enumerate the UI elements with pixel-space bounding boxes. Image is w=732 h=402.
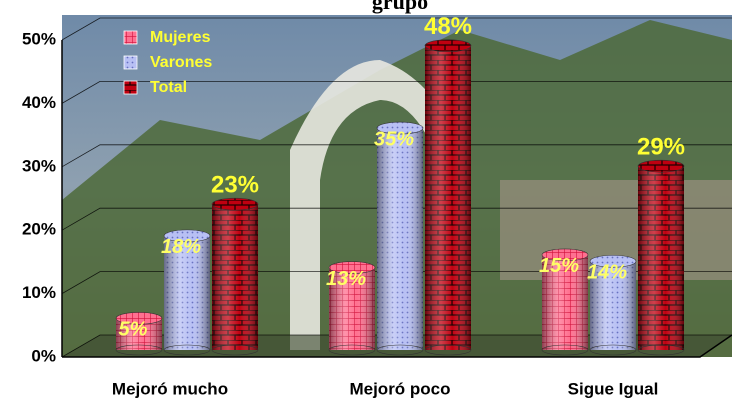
bar-shade xyxy=(590,261,636,350)
bar xyxy=(376,121,424,356)
x-tick-label: Mejoró mucho xyxy=(112,379,228,398)
value-label: 14% xyxy=(587,262,627,284)
bar xyxy=(211,197,259,356)
bar-top xyxy=(541,248,589,262)
value-label: 29% xyxy=(637,133,685,160)
bar-shade xyxy=(425,45,471,351)
bar xyxy=(589,254,637,356)
bar xyxy=(541,248,589,356)
legend-swatch xyxy=(123,55,138,70)
grid-line xyxy=(61,17,732,41)
bar xyxy=(637,159,685,356)
bar-bottom xyxy=(376,344,424,356)
grid-line xyxy=(61,334,732,358)
bar xyxy=(328,261,376,356)
value-label: 35% xyxy=(374,128,414,150)
value-label: 18% xyxy=(161,236,201,258)
y-tick-label: 20% xyxy=(22,220,56,239)
bar-shade xyxy=(542,254,588,350)
bar-top xyxy=(424,39,472,52)
bar-bottom xyxy=(589,344,637,356)
bar-top xyxy=(115,311,163,325)
floor-edge xyxy=(62,334,732,358)
bar-top xyxy=(328,261,376,274)
value-label: 23% xyxy=(211,172,259,199)
bar-top xyxy=(211,197,259,211)
y-tick-label: 40% xyxy=(22,93,56,112)
bar-top xyxy=(589,254,637,268)
y-tick-label: 50% xyxy=(22,29,56,48)
chart-title: grupo xyxy=(372,0,428,14)
bar xyxy=(115,311,163,356)
bar-bottom xyxy=(541,344,589,356)
value-label: 48% xyxy=(424,13,472,40)
legend-label: Varones xyxy=(150,54,212,71)
bar-bottom xyxy=(328,344,376,356)
bar xyxy=(163,229,211,356)
bar-top xyxy=(376,121,424,135)
grid-line xyxy=(61,271,732,294)
bar-shade xyxy=(377,128,423,350)
bar-bottom xyxy=(637,344,685,356)
bar-bottom xyxy=(115,344,163,356)
bar-bottom xyxy=(424,344,472,356)
bar-bottom xyxy=(211,344,259,356)
legend-label: Total xyxy=(150,79,187,96)
x-tick-label: Sigue Igual xyxy=(568,379,659,398)
legend-label: Mujeres xyxy=(150,29,211,46)
grid-line xyxy=(61,144,732,168)
bar-shade xyxy=(164,235,210,350)
bar-bottom xyxy=(163,344,211,356)
bar-top xyxy=(637,159,685,173)
value-label: 13% xyxy=(326,268,366,290)
bar xyxy=(424,39,472,356)
y-tick-label: 30% xyxy=(22,156,56,175)
value-label: 15% xyxy=(539,255,579,277)
legend-swatch xyxy=(123,30,138,45)
y-tick-label: 10% xyxy=(22,283,56,302)
y-tick-label: 0% xyxy=(31,346,56,365)
value-label: 5% xyxy=(119,319,148,341)
grid-line xyxy=(61,207,732,231)
bar-shade xyxy=(212,204,258,350)
bar-shade xyxy=(329,267,375,350)
x-tick-label: Mejoró poco xyxy=(349,379,450,398)
grid-line xyxy=(61,81,732,104)
legend-swatch xyxy=(123,80,138,95)
bar-top xyxy=(163,229,211,243)
bar-shade xyxy=(638,166,684,350)
